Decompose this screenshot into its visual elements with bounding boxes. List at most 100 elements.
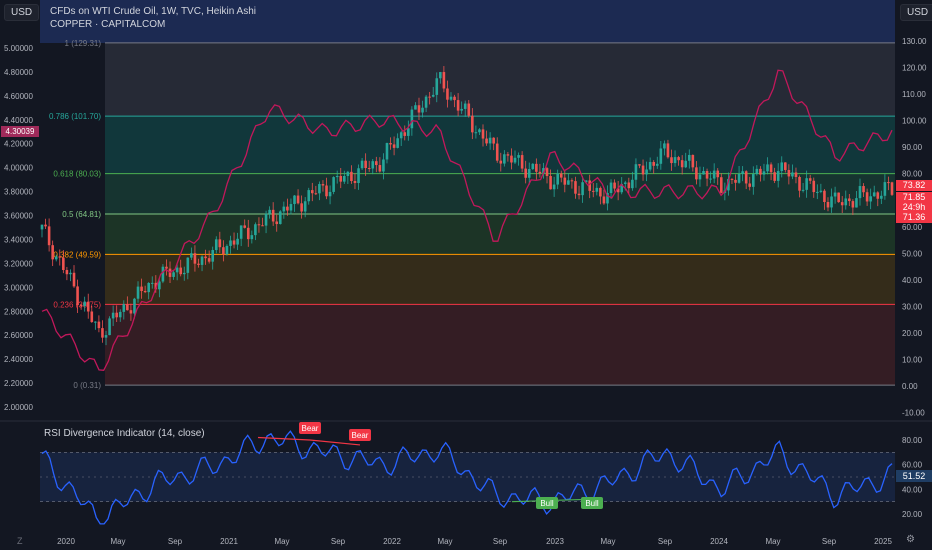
candle-body [620,183,624,193]
right-axis-tick: 100.00 [902,117,927,126]
candle-body [495,143,499,161]
candle-body [872,192,876,197]
candle-body [663,143,666,149]
candle-body [531,163,535,170]
candle-body [261,225,264,227]
candle-body [449,96,453,100]
candle-body [250,235,254,240]
candle-body [513,157,517,163]
time-axis-tick: 2023 [546,537,564,546]
gear-icon[interactable]: ⚙ [906,534,915,545]
candle-body [190,253,193,258]
candle-body [378,165,382,172]
candle-body [762,171,766,175]
candle-body [471,115,474,133]
time-axis-tick: Sep [822,537,837,546]
time-axis-bg [0,532,932,550]
fib-zone [105,304,895,386]
candle-body [375,161,378,166]
candle-body [275,221,279,225]
candle-body [627,182,631,189]
candle-body [659,148,663,164]
candle-body [648,162,652,170]
candle-body [65,270,69,275]
timezone-button[interactable]: Z [17,536,23,546]
price-tag-1: 73.82 [896,180,932,191]
candle-body [751,174,755,187]
left-axis-tick: 3.20000 [4,259,33,268]
candle-body [492,137,495,144]
candle-body [680,160,684,168]
candle-body [798,176,801,191]
candle-body [748,183,752,187]
candle-body [737,173,741,183]
time-axis-tick: Sep [658,537,673,546]
candle-body [175,267,179,273]
candle-body [367,168,371,170]
candle-body [613,182,616,189]
left-axis-tick: 2.00000 [4,403,33,412]
candle-body [204,256,207,259]
candle-body [182,272,186,275]
candle-body [460,108,463,111]
candle-body [503,154,506,164]
candle-body [126,304,129,311]
chart-title: CFDs on WTI Crude Oil, 1W, TVC, Heikin A… [50,6,256,17]
left-axis-tick: 4.40000 [4,116,33,125]
fib-zone [105,116,895,174]
right-axis-tick: 40.00 [902,276,923,285]
candle-body [734,179,737,183]
candle-body [428,96,431,98]
candle-body [577,193,581,196]
divergence-badge-label: Bear [352,431,369,440]
candle-body [371,161,375,169]
candle-body [122,304,126,312]
candle-body [150,282,154,284]
right-axis-tick: 30.00 [902,302,923,311]
candle-body [90,311,94,323]
right-axis-tick: 0.00 [902,382,918,391]
candle-body [211,250,215,262]
candle-body [755,168,759,175]
candle-body [716,170,720,178]
candle-body [538,171,542,174]
candle-body [719,177,723,193]
candle-body [741,171,744,174]
candle-body [848,198,851,202]
top-shade [40,0,895,43]
candle-body [214,239,218,251]
candle-body [140,286,143,292]
price-tag-2: 71.85 [896,192,932,203]
fib-label: 0 (0.31) [73,381,101,390]
left-axis-bg [0,0,40,420]
right-axis-tick: 110.00 [902,90,926,99]
candle-body [567,180,570,185]
candle-body [382,159,385,172]
price-tag-3: 24:9h [896,202,932,213]
candle-body [446,88,449,100]
right-axis-tick: 130.00 [902,37,927,46]
time-axis-tick: Sep [331,537,346,546]
candle-body [591,190,595,192]
candle-body [556,173,559,185]
candle-body [421,107,424,113]
candle-body [549,176,552,190]
candle-body [588,180,591,191]
divergence-badge [349,429,371,441]
candle-body [51,245,54,260]
divergence-badge-label: Bull [585,499,599,508]
currency-button-right[interactable]: USD [900,4,932,21]
candle-body [332,177,335,192]
candle-body [104,335,108,338]
candle-body [207,258,211,262]
candle-body [229,240,232,246]
candle-body [296,195,300,204]
time-axis-tick: 2021 [220,537,238,546]
candle-body [581,182,584,196]
candle-body [666,143,670,158]
candle-body [257,224,261,226]
candle-body [805,178,808,190]
candle-body [357,168,360,184]
currency-button-left[interactable]: USD [4,4,40,21]
